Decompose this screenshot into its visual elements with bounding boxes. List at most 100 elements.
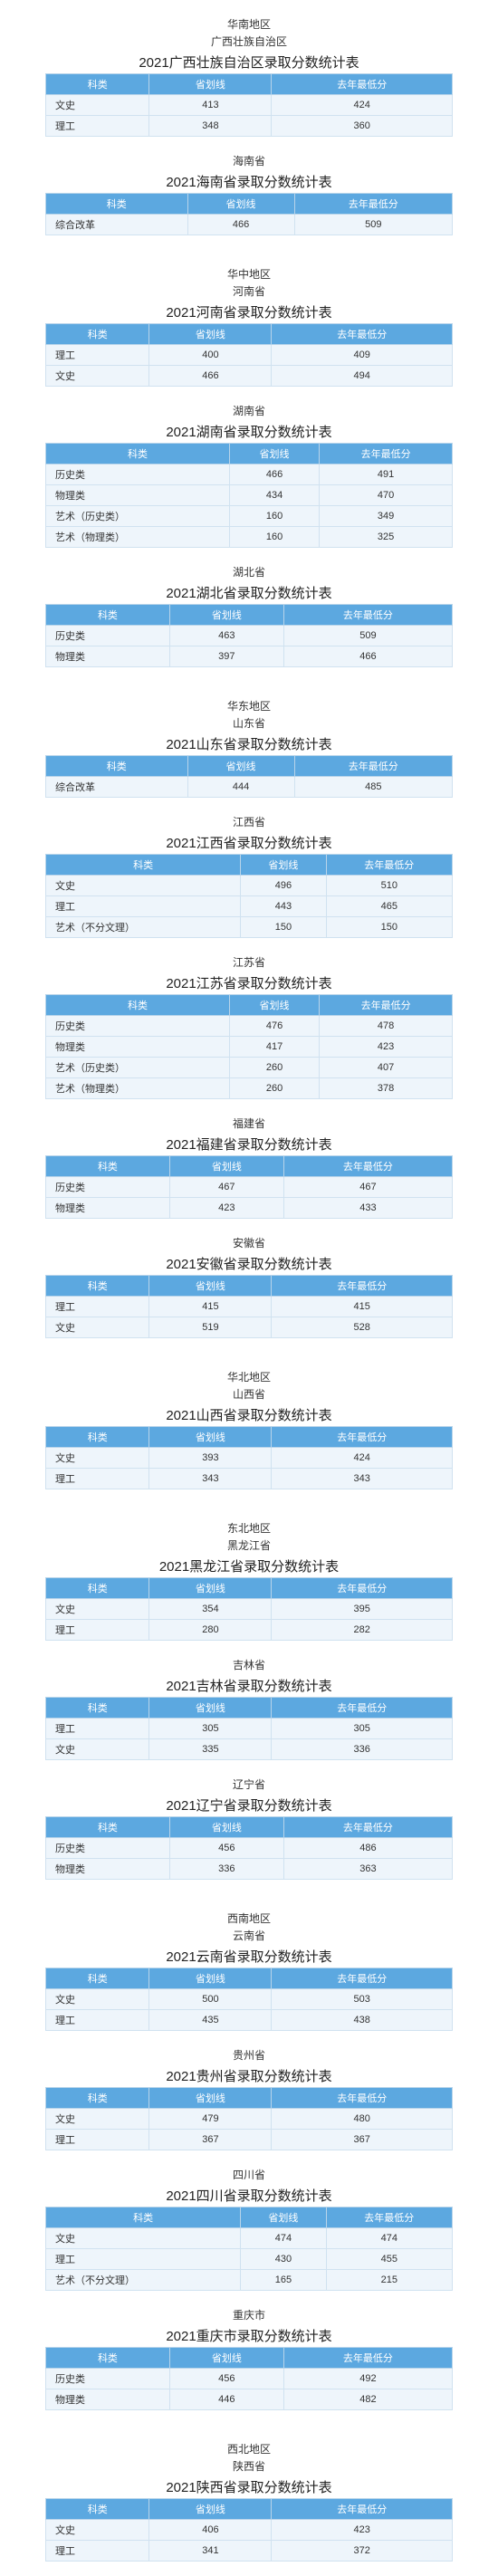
table-row: 历史类476478 xyxy=(46,1016,453,1037)
column-header: 科类 xyxy=(46,444,230,464)
table-cell: 378 xyxy=(320,1078,453,1099)
table-cell: 历史类 xyxy=(46,1177,170,1198)
column-header: 去年最低分 xyxy=(272,2499,453,2520)
column-header: 去年最低分 xyxy=(272,74,453,95)
table-cell: 理工 xyxy=(46,1469,149,1489)
table-row: 理工415415 xyxy=(46,1297,453,1317)
column-header: 去年最低分 xyxy=(320,995,453,1016)
table-cell: 理工 xyxy=(46,2541,149,2562)
column-header: 省划线 xyxy=(149,1698,272,1719)
table-row: 艺术（不分文理）150150 xyxy=(46,917,453,938)
table-title: 2021江西省录取分数统计表 xyxy=(45,833,453,852)
column-header: 科类 xyxy=(46,605,170,626)
table-cell: 485 xyxy=(294,777,452,798)
table-cell: 455 xyxy=(326,2249,452,2270)
score-table: 科类省划线去年最低分历史类463509物理类397466 xyxy=(45,604,453,667)
table-cell: 215 xyxy=(326,2270,452,2291)
table-row: 综合改革466509 xyxy=(46,215,453,235)
table-row: 文史479480 xyxy=(46,2109,453,2130)
column-header: 去年最低分 xyxy=(272,1578,453,1599)
table-cell: 历史类 xyxy=(46,2369,170,2389)
table-row: 历史类467467 xyxy=(46,1177,453,1198)
province-label: 江苏省 xyxy=(0,954,498,970)
table-row: 物理类434470 xyxy=(46,485,453,506)
province-label: 重庆市 xyxy=(0,2307,498,2322)
province-label: 四川省 xyxy=(0,2167,498,2182)
table-row: 历史类456492 xyxy=(46,2369,453,2389)
column-header: 省划线 xyxy=(149,1968,272,1989)
table-title: 2021云南省录取分数统计表 xyxy=(45,1947,453,1966)
table-cell: 260 xyxy=(229,1078,319,1099)
table-row: 综合改革444485 xyxy=(46,777,453,798)
table-row: 文史500503 xyxy=(46,1989,453,2010)
province-label: 安徽省 xyxy=(0,1235,498,1250)
region-label: 华中地区 xyxy=(0,266,498,282)
region-label: 西北地区 xyxy=(0,2441,498,2456)
province-label: 河南省 xyxy=(0,283,498,299)
table-cell: 467 xyxy=(169,1177,283,1198)
column-header: 去年最低分 xyxy=(294,756,452,777)
column-header: 省划线 xyxy=(149,324,272,345)
table-cell: 444 xyxy=(187,777,294,798)
column-header: 省划线 xyxy=(149,2088,272,2109)
table-row: 理工343343 xyxy=(46,1469,453,1489)
table-title: 2021山西省录取分数统计表 xyxy=(45,1405,453,1424)
table-cell: 文史 xyxy=(46,1599,149,1620)
province-label: 湖南省 xyxy=(0,403,498,418)
table-cell: 456 xyxy=(169,1838,283,1859)
table-row: 物理类446482 xyxy=(46,2389,453,2410)
column-header: 去年最低分 xyxy=(283,1156,452,1177)
table-cell: 433 xyxy=(283,1198,452,1219)
table-cell: 文史 xyxy=(46,1989,149,2010)
table-cell: 文史 xyxy=(46,1317,149,1338)
table-cell: 400 xyxy=(149,345,272,366)
table-cell: 466 xyxy=(187,215,294,235)
table-cell: 397 xyxy=(169,646,283,667)
table-cell: 艺术（物理类） xyxy=(46,1078,230,1099)
table-cell: 物理类 xyxy=(46,1037,230,1058)
province-label: 辽宁省 xyxy=(0,1776,498,1792)
score-table: 科类省划线去年最低分理工305305文史335336 xyxy=(45,1697,453,1760)
table-row: 文史393424 xyxy=(46,1448,453,1469)
score-table: 科类省划线去年最低分历史类476478物理类417423艺术（历史类）26040… xyxy=(45,994,453,1099)
column-header: 科类 xyxy=(46,1276,149,1297)
column-header: 去年最低分 xyxy=(272,1276,453,1297)
page-container: 华南地区广西壮族自治区2021广西壮族自治区录取分数统计表科类省划线去年最低分文… xyxy=(0,16,498,2562)
column-header: 省划线 xyxy=(229,444,319,464)
table-cell: 466 xyxy=(283,646,452,667)
table-row: 文史519528 xyxy=(46,1317,453,1338)
table-cell: 528 xyxy=(272,1317,453,1338)
table-cell: 435 xyxy=(149,2010,272,2031)
table-row: 物理类417423 xyxy=(46,1037,453,1058)
table-row: 艺术（物理类）260378 xyxy=(46,1078,453,1099)
table-title: 2021贵州省录取分数统计表 xyxy=(45,2066,453,2085)
column-header: 去年最低分 xyxy=(283,2348,452,2369)
region-label: 西南地区 xyxy=(0,1910,498,1926)
table-title: 2021江苏省录取分数统计表 xyxy=(45,973,453,992)
table-row: 理工348360 xyxy=(46,116,453,137)
table-title: 2021陕西省录取分数统计表 xyxy=(45,2477,453,2496)
table-cell: 406 xyxy=(149,2520,272,2541)
table-cell: 363 xyxy=(283,1859,452,1880)
table-cell: 325 xyxy=(320,527,453,548)
column-header: 科类 xyxy=(46,1817,170,1838)
table-cell: 282 xyxy=(272,1620,453,1641)
table-cell: 367 xyxy=(272,2130,453,2150)
table-row: 文史335336 xyxy=(46,1739,453,1760)
table-cell: 467 xyxy=(283,1177,452,1198)
table-cell: 354 xyxy=(149,1599,272,1620)
table-cell: 466 xyxy=(149,366,272,387)
column-header: 去年最低分 xyxy=(272,2088,453,2109)
table-cell: 430 xyxy=(241,2249,326,2270)
column-header: 省划线 xyxy=(149,1578,272,1599)
table-cell: 理工 xyxy=(46,345,149,366)
table-title: 2021安徽省录取分数统计表 xyxy=(45,1254,453,1273)
table-cell: 物理类 xyxy=(46,485,230,506)
column-header: 去年最低分 xyxy=(294,194,452,215)
table-cell: 456 xyxy=(169,2369,283,2389)
table-cell: 150 xyxy=(241,917,326,938)
table-row: 理工400409 xyxy=(46,345,453,366)
table-cell: 424 xyxy=(272,95,453,116)
table-cell: 理工 xyxy=(46,2249,241,2270)
table-title: 2021河南省录取分数统计表 xyxy=(45,302,453,321)
